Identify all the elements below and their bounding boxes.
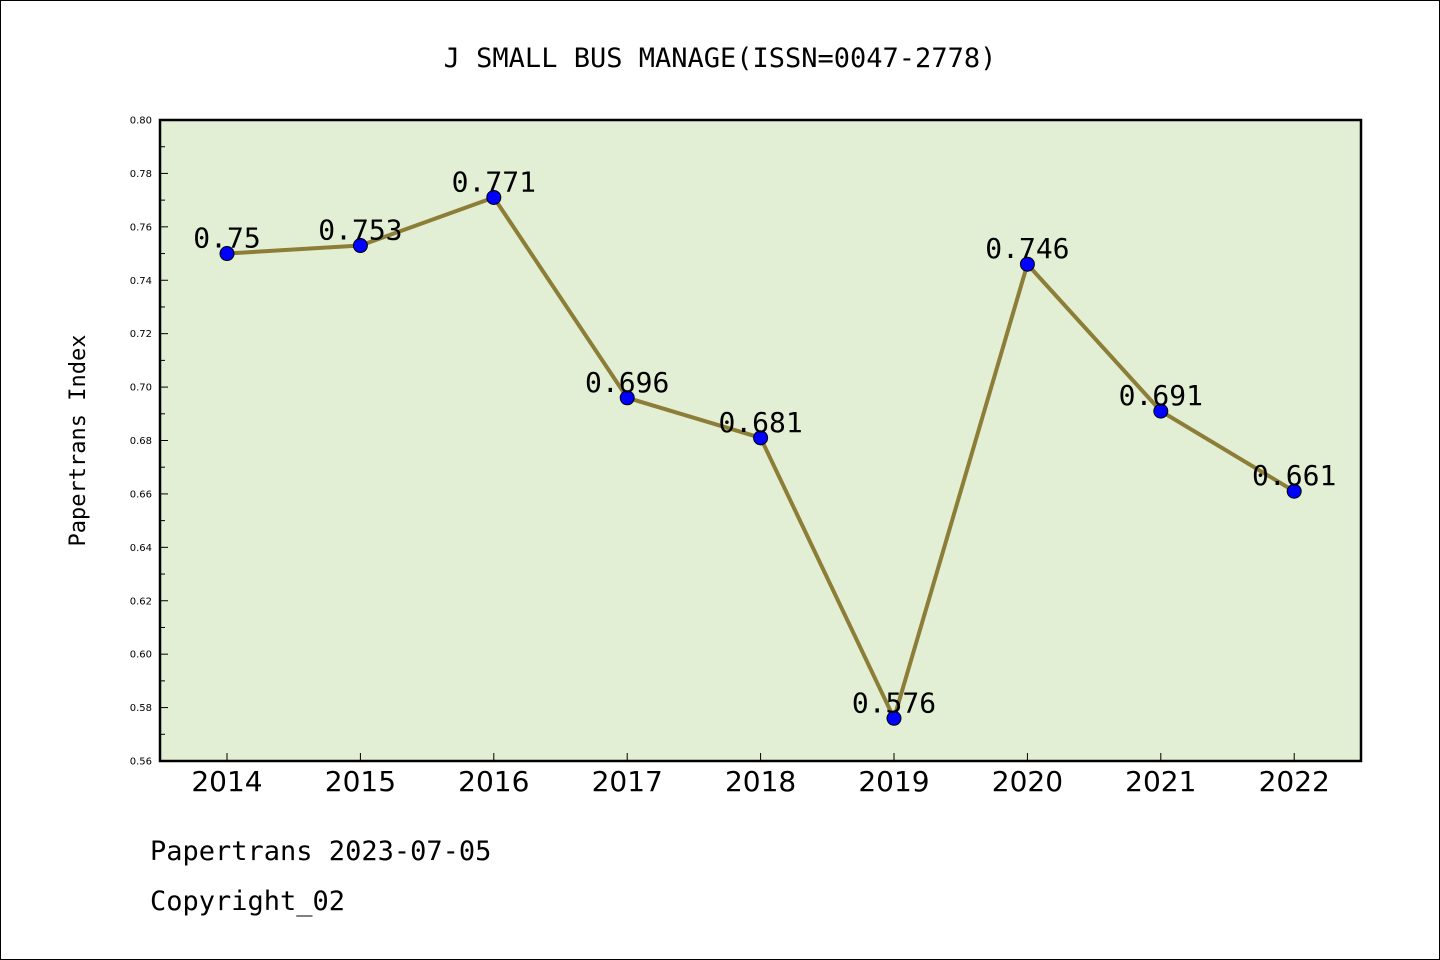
plot-border: [158, 118, 1363, 763]
data-point: [753, 430, 769, 446]
data-point: [219, 246, 235, 262]
y-tick-label: 0.80: [130, 116, 152, 127]
y-axis-label: Papertrans Index: [66, 335, 91, 547]
y-tick-label: 0.72: [130, 329, 152, 340]
data-label: 0.681: [718, 406, 802, 439]
data-point: [1153, 403, 1169, 419]
y-tick-label: 0.76: [130, 222, 152, 233]
x-tick-label: 2015: [325, 765, 396, 798]
data-point: [486, 189, 502, 205]
x-tick-label: 2016: [458, 765, 529, 798]
data-point: [886, 710, 902, 726]
y-tick-label: 0.68: [130, 436, 152, 447]
y-tick-label: 0.66: [130, 489, 152, 500]
y-tick-label: 0.78: [130, 169, 152, 180]
data-label: 0.576: [852, 686, 936, 719]
y-tick-label: 0.58: [130, 703, 152, 714]
data-point: [1019, 256, 1035, 272]
x-tick-label: 2017: [592, 765, 663, 798]
x-tick-label: 2020: [992, 765, 1063, 798]
y-tick-label: 0.60: [130, 650, 152, 661]
data-point: [619, 390, 635, 406]
footer-copyright: Copyright_02: [150, 886, 346, 917]
data-label: 0.661: [1252, 459, 1336, 492]
x-tick-label: 2014: [191, 765, 262, 798]
x-tick-label: 2021: [1125, 765, 1196, 798]
data-label: 0.75: [193, 222, 260, 255]
y-tick-label: 0.64: [130, 543, 152, 554]
data-label: 0.753: [318, 214, 402, 247]
x-tick-label: 2019: [858, 765, 929, 798]
data-label: 0.771: [452, 165, 536, 198]
data-label: 0.696: [585, 366, 669, 399]
data-label: 0.746: [985, 232, 1069, 265]
y-tick-label: 0.74: [130, 276, 152, 287]
x-tick-label: 2022: [1259, 765, 1330, 798]
data-point: [352, 238, 368, 254]
chart-title: J SMALL BUS MANAGE(ISSN=0047-2778): [444, 43, 997, 74]
y-tick-label: 0.62: [130, 596, 152, 607]
data-label: 0.691: [1119, 379, 1203, 412]
y-tick-label: 0.70: [130, 383, 152, 394]
y-tick-label: 0.56: [130, 757, 152, 768]
data-point: [1286, 483, 1302, 499]
footer-date: Papertrans 2023-07-05: [150, 836, 492, 867]
x-tick-label: 2018: [725, 765, 796, 798]
